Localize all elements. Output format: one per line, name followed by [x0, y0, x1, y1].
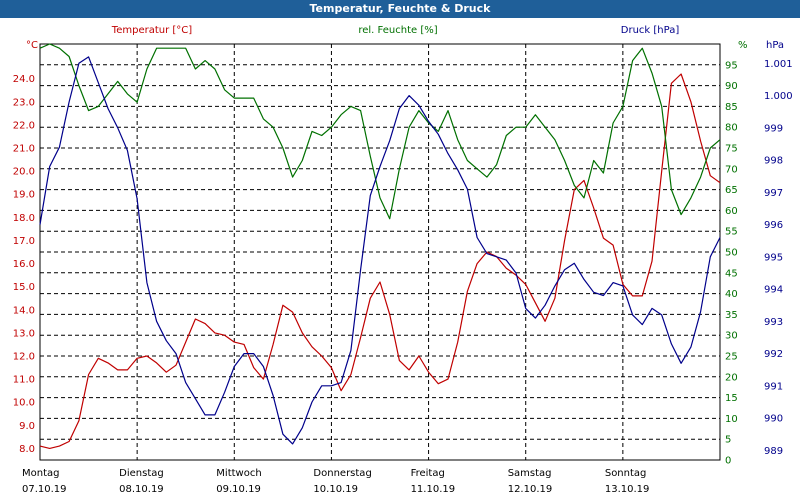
humidity-tick-label: 90	[725, 81, 738, 92]
pressure-tick-label: 996	[764, 220, 783, 231]
humidity-tick-label: 85	[725, 102, 738, 113]
pressure-unit: hPa	[766, 40, 784, 51]
temperature-axis-label: Temperatur [°C]	[111, 25, 192, 36]
pressure-tick-label: 999	[764, 123, 783, 134]
day-tick-label: Dienstag	[119, 468, 164, 479]
day-tick-label: Donnerstag	[313, 468, 371, 479]
temperature-tick-label: 9.0	[19, 421, 35, 432]
temperature-tick-label: 10.0	[13, 398, 35, 409]
temperature-tick-label: 22.0	[13, 120, 35, 131]
pressure-tick-label: 1.000	[764, 91, 793, 102]
humidity-tick-label: 5	[725, 435, 731, 446]
humidity-tick-label: 40	[725, 289, 738, 300]
humidity-tick-label: 0	[725, 456, 731, 467]
humidity-tick-label: 65	[725, 185, 738, 196]
pressure-tick-label: 998	[764, 156, 783, 167]
date-tick-label: 11.10.19	[411, 484, 456, 495]
humidity-tick-label: 70	[725, 164, 738, 175]
temperature-tick-label: 21.0	[13, 144, 35, 155]
temperature-tick-label: 8.0	[19, 444, 35, 455]
humidity-tick-label: 10	[725, 414, 738, 425]
pressure-tick-label: 997	[764, 188, 783, 199]
temperature-tick-label: 20.0	[13, 167, 35, 178]
humidity-tick-label: 30	[725, 331, 738, 342]
pressure-tick-label: 990	[764, 414, 783, 425]
pressure-line	[39, 56, 721, 445]
temperature-tick-label: 23.0	[13, 97, 35, 108]
humidity-tick-label: 55	[725, 227, 738, 238]
pressure-ticks: 1.001 1.000 999 998 997 996 995 994 993 992 991 990…	[764, 59, 793, 457]
humidity-tick-label: 15	[725, 393, 738, 404]
temperature-tick-label: 18.0	[13, 213, 35, 224]
humidity-tick-label: 80	[725, 123, 738, 134]
humidity-tick-label: 60	[725, 206, 738, 217]
temperature-tick-label: 11.0	[13, 375, 35, 386]
date-tick-label: 08.10.19	[119, 484, 164, 495]
pressure-tick-label: 995	[764, 252, 783, 263]
weather-chart: Temperatur [°C] rel. Feuchte [%] Druck […	[13, 25, 793, 495]
humidity-tick-label: 75	[725, 144, 738, 155]
day-tick-label: Samstag	[508, 468, 552, 479]
date-tick-label: 10.10.19	[313, 484, 358, 495]
temperature-tick-label: 16.0	[13, 259, 35, 270]
humidity-axis-label: rel. Feuchte [%]	[358, 25, 437, 36]
series-lines	[39, 43, 721, 449]
humidity-unit: %	[738, 40, 748, 51]
pressure-tick-label: 993	[764, 317, 783, 328]
date-tick-label: 09.10.19	[216, 484, 261, 495]
temperature-unit: °C	[26, 40, 38, 51]
temperature-line	[39, 73, 721, 449]
temperature-ticks: 24.0 23.0 22.0 21.0 20.0 19.0 18.0 17.0 16.0 15.0…	[13, 74, 35, 455]
day-tick-label: Freitag	[411, 468, 445, 479]
pressure-tick-label: 994	[764, 285, 783, 296]
date-tick-label: 07.10.19	[22, 484, 67, 495]
day-ticks: Montag 07.10.19 Dienstag 08.10.19 Mittwoch 09…	[22, 468, 649, 495]
temperature-tick-label: 13.0	[13, 328, 35, 339]
day-tick-label: Sonntag	[605, 468, 647, 479]
humidity-tick-label: 25	[725, 352, 738, 363]
humidity-tick-label: 35	[725, 310, 738, 321]
temperature-tick-label: 14.0	[13, 305, 35, 316]
temperature-tick-label: 17.0	[13, 236, 35, 247]
chart-title: Temperatur, Feuchte & Druck	[0, 0, 800, 18]
pressure-tick-label: 1.001	[764, 59, 793, 70]
temperature-tick-label: 12.0	[13, 352, 35, 363]
humidity-tick-label: 20	[725, 372, 738, 383]
day-tick-label: Mittwoch	[216, 468, 261, 479]
temperature-tick-label: 15.0	[13, 282, 35, 293]
grid-lines	[40, 44, 720, 460]
temperature-tick-label: 19.0	[13, 190, 35, 201]
day-tick-label: Montag	[22, 468, 59, 479]
date-tick-label: 13.10.19	[605, 484, 650, 495]
humidity-line	[39, 43, 721, 220]
pressure-tick-label: 991	[764, 381, 783, 392]
plot-frame	[39, 43, 721, 461]
humidity-tick-label: 95	[725, 60, 738, 71]
pressure-axis-label: Druck [hPa]	[621, 25, 680, 36]
humidity-tick-label: 45	[725, 268, 738, 279]
pressure-tick-label: 992	[764, 349, 783, 360]
pressure-tick-label: 989	[764, 446, 783, 457]
humidity-tick-label: 50	[725, 248, 738, 259]
temperature-tick-label: 24.0	[13, 74, 35, 85]
date-tick-label: 12.10.19	[508, 484, 553, 495]
